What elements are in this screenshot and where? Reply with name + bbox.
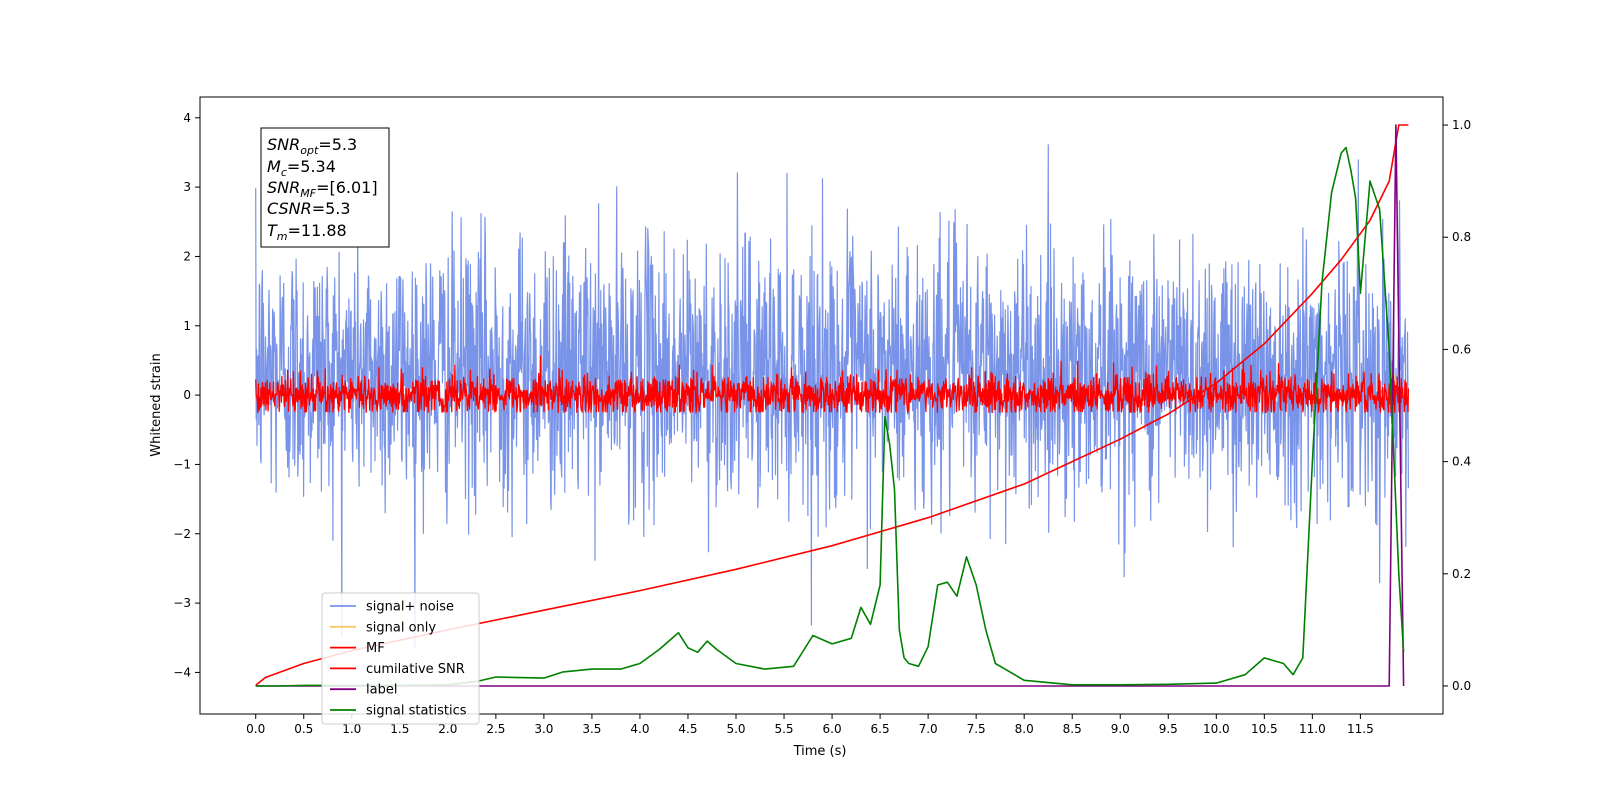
right-tick-label: 0.8 — [1452, 230, 1471, 244]
annotation-snr-opt: SNRopt=5.3 — [267, 135, 357, 157]
right-tick-label: 0.4 — [1452, 455, 1471, 469]
annotation-snr-mf: SNRMF=[6.01] — [267, 178, 378, 200]
y-tick-label: 3 — [183, 180, 191, 194]
x-tick-label: 9.0 — [1111, 722, 1130, 736]
x-tick-label: 2.5 — [486, 722, 505, 736]
series-signal-statistics — [255, 146, 1405, 687]
y-tick-label: −1 — [173, 457, 191, 471]
legend-label: signal statistics — [366, 704, 467, 719]
series-mf — [255, 355, 1410, 414]
y-tick-label: −4 — [173, 665, 191, 679]
x-tick-label: 2.0 — [438, 722, 457, 736]
right-tick-label: 1.0 — [1452, 118, 1471, 132]
x-tick-label: 3.5 — [582, 722, 601, 736]
legend: signal+ noise signal only MF cumilative SNR… — [321, 592, 480, 725]
x-tick-label: 1.0 — [342, 722, 361, 736]
x-tick-label: 4.0 — [630, 722, 649, 736]
series-signal-noise — [255, 144, 1410, 648]
x-tick-label: 5.0 — [726, 722, 745, 736]
x-tick-label: 11.5 — [1347, 722, 1374, 736]
right-tick-label: 0.2 — [1452, 567, 1471, 581]
y-tick-label: −3 — [173, 596, 191, 610]
x-axis-label: Time (s) — [793, 744, 847, 759]
y-tick-label: 2 — [183, 249, 191, 263]
right-tick-label: 0.6 — [1452, 342, 1471, 356]
annotation-csnr: CSNR=5.3 — [267, 199, 351, 218]
legend-label: label — [366, 683, 397, 698]
right-tick-label: 0.0 — [1452, 679, 1471, 693]
y-axis-label: Whitened strain — [149, 353, 164, 456]
legend-label: cumilative SNR — [366, 662, 465, 677]
x-tick-label: 6.0 — [823, 722, 842, 736]
annotation-tm: Tm=11.88 — [267, 221, 347, 243]
x-tick-label: 10.5 — [1251, 722, 1278, 736]
x-tick-label: 10.0 — [1203, 722, 1230, 736]
x-tick-label: 0.0 — [246, 722, 265, 736]
annotation-box — [260, 127, 390, 248]
y-tick-label: 4 — [183, 111, 191, 125]
x-tick-label: 9.5 — [1159, 722, 1178, 736]
x-tick-label: 1.5 — [390, 722, 409, 736]
x-tick-label: 6.5 — [871, 722, 890, 736]
legend-label: MF — [366, 641, 385, 656]
y-tick-label: 1 — [183, 319, 191, 333]
right-axis-ticks: 1.0 0.8 0.6 0.4 0.2 0.0 — [1443, 118, 1471, 693]
legend-label: signal only — [366, 620, 436, 635]
x-tick-label: 11.0 — [1299, 722, 1326, 736]
x-tick-label: 8.5 — [1063, 722, 1082, 736]
x-tick-label: 5.5 — [774, 722, 793, 736]
x-tick-label: 4.5 — [678, 722, 697, 736]
x-tick-label: 7.0 — [919, 722, 938, 736]
x-tick-label: 8.0 — [1015, 722, 1034, 736]
y-tick-label: 0 — [183, 388, 191, 402]
x-tick-label: 0.5 — [294, 722, 313, 736]
annotation-mc: Mc=5.34 — [267, 157, 336, 179]
legend-label: signal+ noise — [366, 600, 454, 615]
y-tick-label: −2 — [173, 527, 191, 541]
stats-annotation: SNRopt=5.3 Mc=5.34 SNRMF=[6.01] CSNR=5.3… — [260, 127, 390, 248]
y-axis-ticks: 4 3 2 1 0 −1 −2 −3 −4 — [173, 111, 200, 679]
series-label — [255, 124, 1405, 687]
plot-frame — [199, 96, 1444, 715]
legend-box — [321, 592, 480, 725]
x-axis-ticks: 0.0 0.5 1.0 1.5 2.0 2.5 3.0 3.5 4.0 4.5 5.0 5.5 6.0 6… — [246, 714, 1374, 736]
x-tick-label: 7.5 — [967, 722, 986, 736]
x-tick-label: 3.0 — [534, 722, 553, 736]
